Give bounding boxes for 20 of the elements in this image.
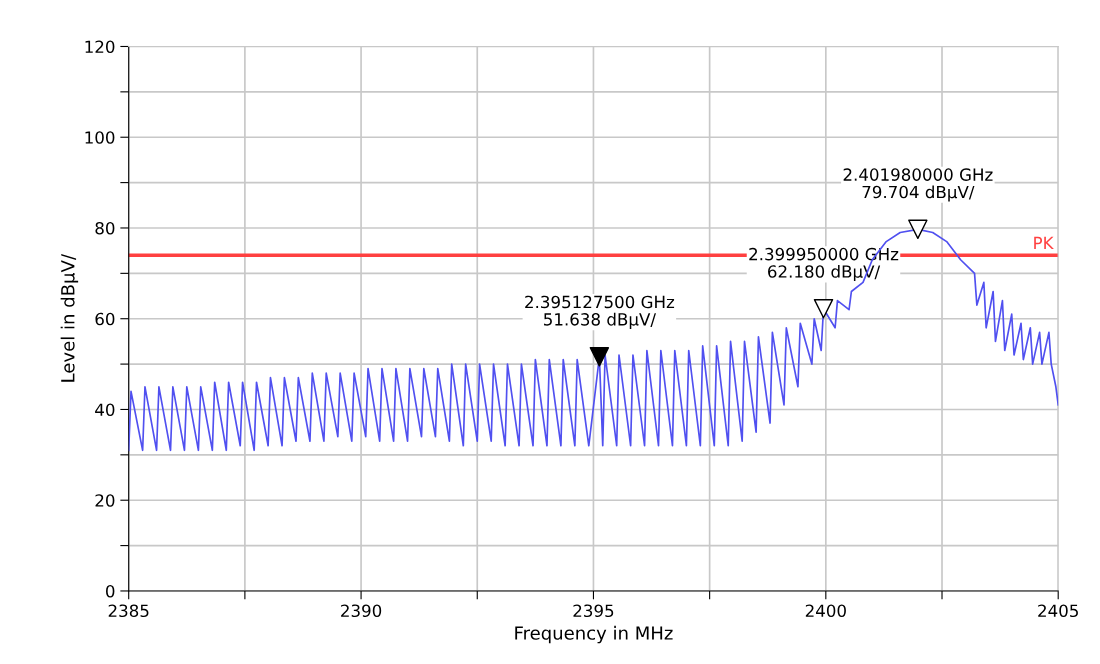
point (813, 298, 834, 319)
x-tick-label: 2390 (341, 604, 382, 618)
y-tick-label: 120 (85, 40, 115, 54)
y-tick-label: 40 (95, 403, 115, 417)
y-tick-label: 80 (95, 221, 115, 235)
annotation: 2.401980000 GHz 79.704 dBµV/ (843, 168, 993, 202)
point (589, 347, 610, 367)
x-axis-title: Frequency in MHz (515, 625, 673, 644)
y-tick-label: 20 (95, 494, 115, 507)
x-tick-label: 2405 (1038, 604, 1078, 618)
y-axis-title: Level in dBµV/ (60, 254, 79, 382)
y-tick-label: 0 (106, 584, 115, 598)
x-tick-label: 2395 (573, 604, 614, 618)
y-tick-label: 60 (95, 312, 115, 326)
x-tick-label: 2400 (805, 604, 846, 618)
y-tick-label: 100 (85, 131, 115, 144)
ref-line-label: PK (1034, 236, 1054, 250)
annotation: 2.395127500 GHz 51.638 dBµV/ (525, 295, 675, 329)
point (908, 219, 928, 240)
x-tick-label: 2385 (108, 604, 149, 618)
